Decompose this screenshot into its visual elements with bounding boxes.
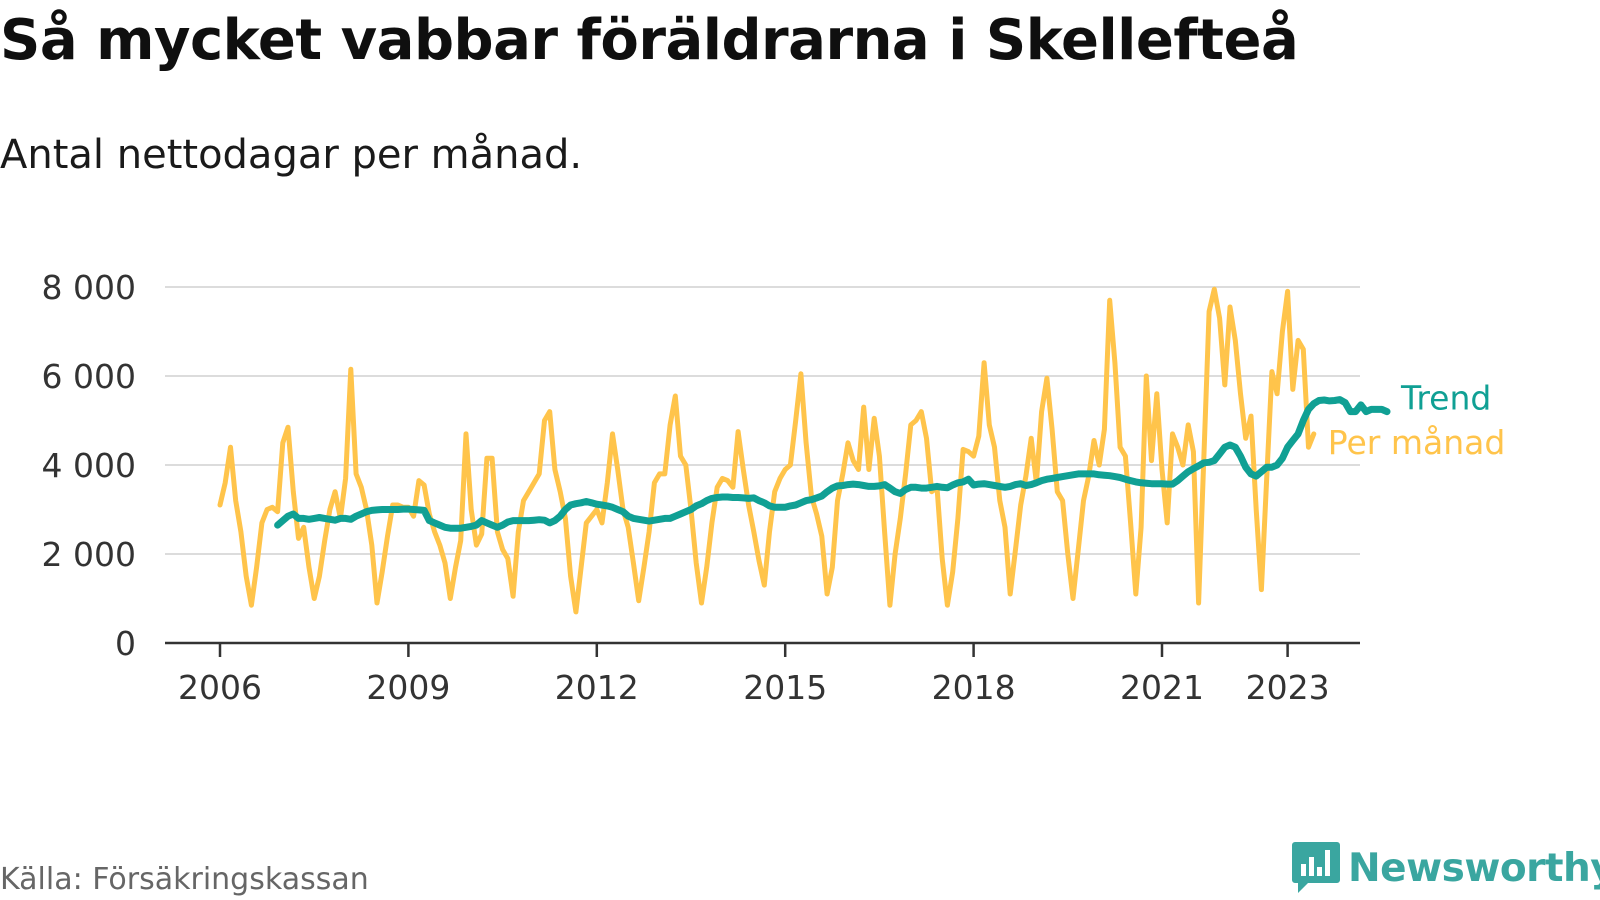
x-tick-label: 2006	[178, 668, 262, 707]
y-axis-ticks: 0 2 000 4 000 6 000 8 000	[42, 268, 136, 663]
source-note: Källa: Försäkringskassan	[0, 862, 369, 897]
series-labels: Per månad Trend	[1328, 379, 1506, 462]
x-tick-label: 2021	[1120, 668, 1204, 707]
x-tick-label: 2023	[1246, 668, 1330, 707]
brand-logo: Newsworthy	[1292, 842, 1600, 894]
monthly-label: Per månad	[1328, 423, 1506, 462]
newsworthy-logo-icon	[1292, 842, 1340, 893]
monthly-line	[217, 286, 1317, 615]
y-tick-label: 2 000	[42, 535, 136, 574]
y-tick-label: 0	[115, 624, 136, 663]
brand-name: Newsworthy	[1348, 845, 1600, 891]
x-tick-label: 2015	[743, 668, 827, 707]
gridlines	[165, 286, 1360, 555]
x-tick-label: 2018	[932, 668, 1016, 707]
y-tick-label: 6 000	[42, 357, 136, 396]
trend-line	[274, 396, 1391, 532]
x-axis: 2006 2009 2012 2015 2018 2021 2023	[165, 641, 1360, 707]
y-tick-label: 4 000	[42, 446, 136, 485]
x-tick-label: 2012	[555, 668, 639, 707]
page-subtitle: Antal nettodagar per månad.	[0, 132, 583, 178]
y-tick-label: 8 000	[42, 268, 136, 307]
x-tick-label: 2009	[366, 668, 450, 707]
page-title: Så mycket vabbar föräldrarna i Skellefte…	[0, 8, 1299, 73]
trend-label: Trend	[1400, 379, 1491, 418]
series-lines	[217, 286, 1391, 615]
